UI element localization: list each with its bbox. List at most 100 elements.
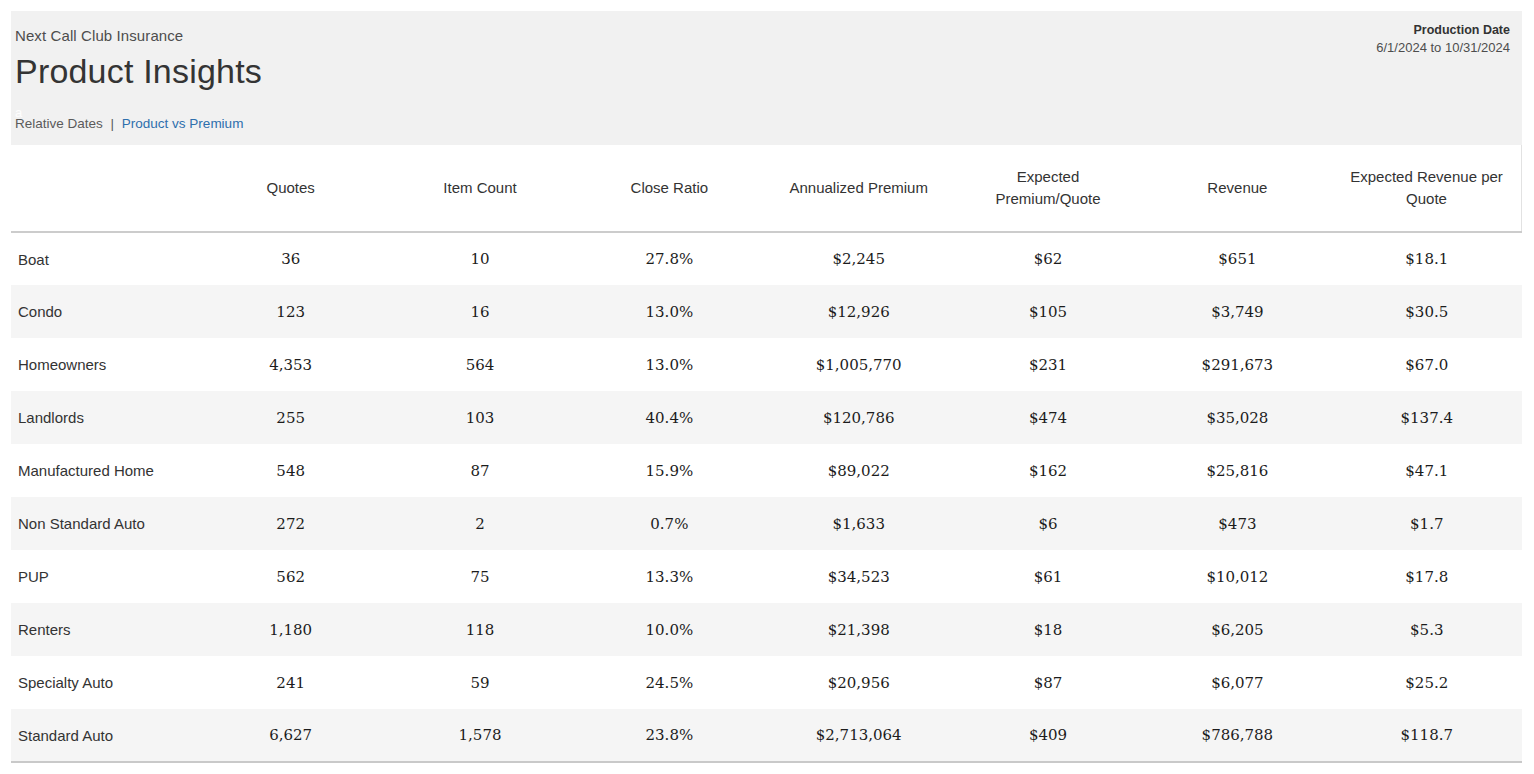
table-cell[interactable]: 13.0% (575, 285, 764, 338)
table-cell[interactable]: 103 (385, 391, 574, 444)
table-cell[interactable]: $6 (953, 497, 1142, 550)
table-cell[interactable]: $291,673 (1143, 338, 1332, 391)
table-cell[interactable]: 75 (385, 550, 574, 603)
column-header-revenue[interactable]: Revenue (1143, 145, 1332, 232)
table-cell[interactable]: 1,180 (196, 603, 385, 656)
table-cell[interactable]: $120,786 (764, 391, 953, 444)
table-cell[interactable]: $231 (953, 338, 1142, 391)
table-cell[interactable]: 548 (196, 444, 385, 497)
dashboard-nav: Relative Dates | Product vs Premium (15, 116, 243, 131)
table-cell[interactable]: 23.8% (575, 709, 764, 762)
table-cell[interactable]: $20,956 (764, 656, 953, 709)
table-cell[interactable]: $118.7 (1332, 709, 1521, 762)
table-cell[interactable]: $1,005,770 (764, 338, 953, 391)
row-label[interactable]: Landlords (11, 391, 196, 444)
table-cell[interactable]: 255 (196, 391, 385, 444)
table-cell[interactable]: $62 (953, 232, 1142, 285)
table-row-standard-auto: Standard Auto6,6271,57823.8%$2,713,064$4… (11, 709, 1522, 762)
table-cell[interactable]: $25,816 (1143, 444, 1332, 497)
table-cell[interactable]: $18 (953, 603, 1142, 656)
table-cell[interactable]: $30.5 (1332, 285, 1521, 338)
table-row-pup: PUP5627513.3%$34,523$61$10,012$17.8 (11, 550, 1522, 603)
table-cell[interactable]: 59 (385, 656, 574, 709)
table-cell[interactable]: $2,713,064 (764, 709, 953, 762)
table-cell[interactable]: 241 (196, 656, 385, 709)
table-cell[interactable]: $1.7 (1332, 497, 1521, 550)
table-cell[interactable]: $89,022 (764, 444, 953, 497)
table-body: Boat361027.8%$2,245$62$651$18.1Condo1231… (11, 232, 1522, 762)
table-cell[interactable]: $17.8 (1332, 550, 1521, 603)
table-cell[interactable]: 13.3% (575, 550, 764, 603)
nav-item-relative-dates[interactable]: Relative Dates (15, 116, 103, 131)
table-cell[interactable]: $35,028 (1143, 391, 1332, 444)
table-cell[interactable]: 16 (385, 285, 574, 338)
table-cell[interactable]: $87 (953, 656, 1142, 709)
table-cell[interactable]: $47.1 (1332, 444, 1521, 497)
column-header-annualized-premium[interactable]: Annualized Premium (764, 145, 953, 232)
nav-separator: | (111, 116, 115, 131)
table-cell[interactable]: $409 (953, 709, 1142, 762)
table-cell[interactable]: 15.9% (575, 444, 764, 497)
table-cell[interactable]: $5.3 (1332, 603, 1521, 656)
table-cell[interactable]: $105 (953, 285, 1142, 338)
row-label[interactable]: Condo (11, 285, 196, 338)
table-cell[interactable]: $786,788 (1143, 709, 1332, 762)
table-row-renters: Renters1,18011810.0%$21,398$18$6,205$5.3 (11, 603, 1522, 656)
table-cell[interactable]: 6,627 (196, 709, 385, 762)
table-cell[interactable]: 27.8% (575, 232, 764, 285)
table-cell[interactable]: 36 (196, 232, 385, 285)
row-label[interactable]: Manufactured Home (11, 444, 196, 497)
table-cell[interactable]: 272 (196, 497, 385, 550)
table-row-homeowners: Homeowners4,35356413.0%$1,005,770$231$29… (11, 338, 1522, 391)
table-cell[interactable]: $25.2 (1332, 656, 1521, 709)
row-label[interactable]: Homeowners (11, 338, 196, 391)
table-cell[interactable]: 564 (385, 338, 574, 391)
table-row-condo: Condo1231613.0%$12,926$105$3,749$30.5 (11, 285, 1522, 338)
nav-link-product-vs-premium[interactable]: Product vs Premium (122, 116, 244, 131)
row-label[interactable]: Specialty Auto (11, 656, 196, 709)
column-header-close-ratio[interactable]: Close Ratio (575, 145, 764, 232)
table-cell[interactable]: $651 (1143, 232, 1332, 285)
table-cell[interactable]: $6,077 (1143, 656, 1332, 709)
table-cell[interactable]: 10.0% (575, 603, 764, 656)
table-cell[interactable]: $137.4 (1332, 391, 1521, 444)
table-cell[interactable]: 2 (385, 497, 574, 550)
table-row-landlords: Landlords25510340.4%$120,786$474$35,028$… (11, 391, 1522, 444)
table-cell[interactable]: 123 (196, 285, 385, 338)
table-cell[interactable]: $6,205 (1143, 603, 1332, 656)
table-cell[interactable]: $34,523 (764, 550, 953, 603)
page-title: Product Insights (15, 52, 1510, 91)
table-cell[interactable]: $162 (953, 444, 1142, 497)
table-row-manufactured-home: Manufactured Home5488715.9%$89,022$162$2… (11, 444, 1522, 497)
table-cell[interactable]: $67.0 (1332, 338, 1521, 391)
table-cell[interactable]: $12,926 (764, 285, 953, 338)
table-cell[interactable]: $1,633 (764, 497, 953, 550)
table-cell[interactable]: $2,245 (764, 232, 953, 285)
row-label[interactable]: Non Standard Auto (11, 497, 196, 550)
table-cell[interactable]: 87 (385, 444, 574, 497)
column-header-item-count[interactable]: Item Count (385, 145, 574, 232)
table-cell[interactable]: 4,353 (196, 338, 385, 391)
column-header-expected-revenue-per-quote[interactable]: Expected Revenue per Quote (1332, 145, 1521, 232)
table-cell[interactable]: 10 (385, 232, 574, 285)
table-cell[interactable]: 118 (385, 603, 574, 656)
table-cell[interactable]: $18.1 (1332, 232, 1521, 285)
row-label[interactable]: PUP (11, 550, 196, 603)
table-cell[interactable]: $10,012 (1143, 550, 1332, 603)
table-cell[interactable]: 0.7% (575, 497, 764, 550)
table-cell[interactable]: 40.4% (575, 391, 764, 444)
row-label[interactable]: Renters (11, 603, 196, 656)
table-cell[interactable]: 24.5% (575, 656, 764, 709)
table-cell[interactable]: 13.0% (575, 338, 764, 391)
row-label[interactable]: Standard Auto (11, 709, 196, 762)
table-cell[interactable]: $21,398 (764, 603, 953, 656)
table-cell[interactable]: 1,578 (385, 709, 574, 762)
table-cell[interactable]: $474 (953, 391, 1142, 444)
table-cell[interactable]: $61 (953, 550, 1142, 603)
column-header-expected-premium-quote[interactable]: Expected Premium/Quote (953, 145, 1142, 232)
table-cell[interactable]: $3,749 (1143, 285, 1332, 338)
row-label[interactable]: Boat (11, 232, 196, 285)
table-cell[interactable]: 562 (196, 550, 385, 603)
table-cell[interactable]: $473 (1143, 497, 1332, 550)
column-header-quotes[interactable]: Quotes (196, 145, 385, 232)
